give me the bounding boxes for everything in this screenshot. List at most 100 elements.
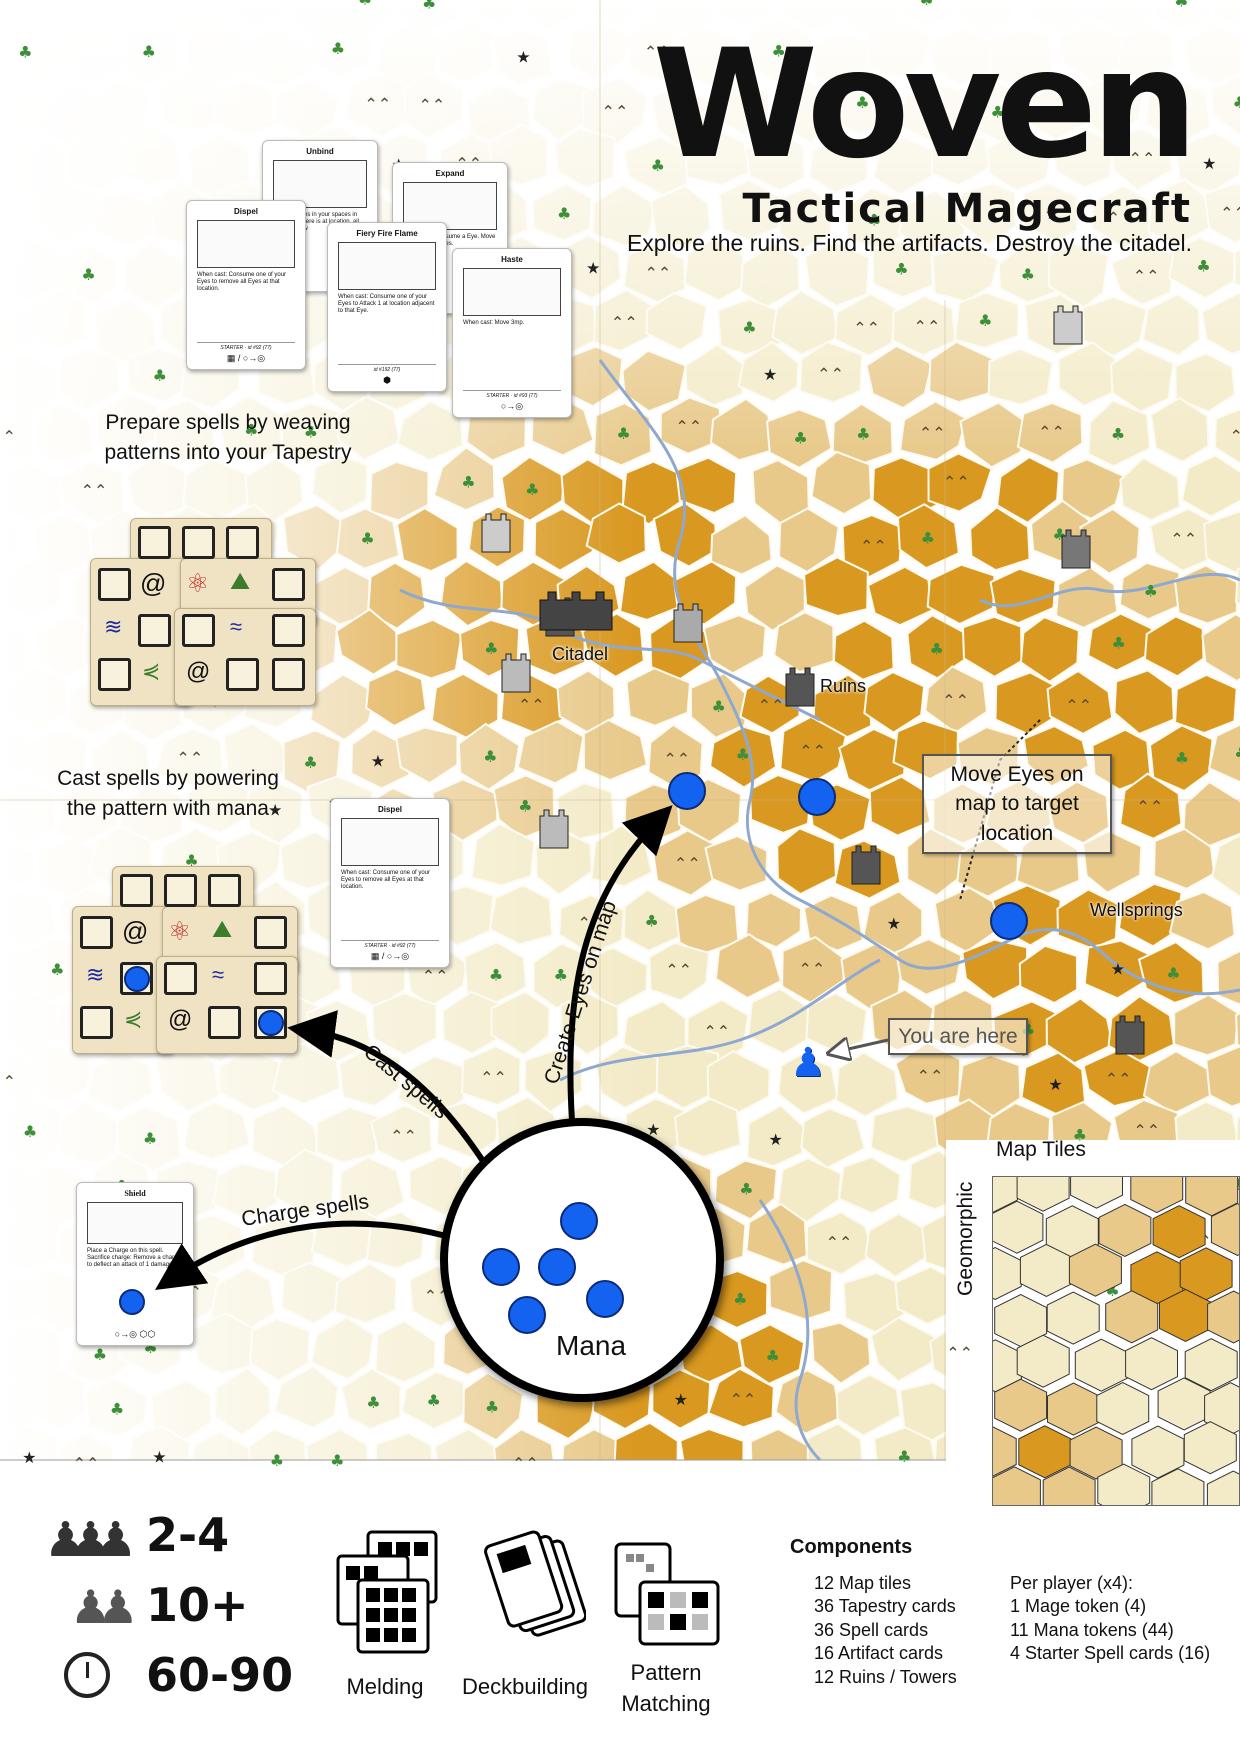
- mountain-icon: ⌃⌃: [1220, 203, 1240, 222]
- tile-cell: [992, 1425, 1017, 1478]
- pattern-slot: [226, 526, 259, 559]
- forest-icon: ♣: [1073, 1126, 1087, 1145]
- map-cell: [776, 827, 837, 896]
- map-cell: [863, 670, 926, 734]
- card-text: Place a Charge on this spell. Sacrifice …: [87, 1248, 181, 1269]
- map-cell: [835, 1373, 902, 1437]
- mountain-icon: ⌃⌃: [853, 318, 880, 337]
- pattern-slot: [98, 658, 131, 691]
- mountain-icon: ⌃⌃: [826, 1233, 853, 1252]
- mountain-icon: ⌃⌃: [611, 313, 638, 332]
- game-subtitle: Tactical Magecraft: [742, 186, 1192, 232]
- eye-token: [798, 778, 836, 816]
- callout-move-eyes: Move Eyes on map to target location: [922, 754, 1112, 855]
- forest-icon: ♣: [304, 423, 318, 442]
- forest-icon: ♣: [894, 259, 908, 278]
- star-icon: ★: [22, 1448, 36, 1467]
- forest-icon: ♣: [366, 1393, 380, 1412]
- map-cell: [1235, 567, 1240, 606]
- card-footer: id #192 (77): [338, 364, 436, 373]
- mountain-icon: ⌃⌃: [817, 364, 844, 383]
- pattern-matching-icon: [614, 1542, 720, 1646]
- mountain-icon: ⌃⌃: [758, 696, 785, 715]
- map-cell: [781, 935, 845, 1004]
- tile-cell: [1016, 1334, 1070, 1388]
- eye-token: [990, 902, 1028, 940]
- mountain-icon: ⌃⌃: [1065, 696, 1092, 715]
- players-icon: ♟♟♟: [44, 1514, 137, 1567]
- melding-icon: [336, 1530, 438, 1654]
- tile-cell: [1151, 1468, 1205, 1506]
- triquetra-glyph-icon: ⚛: [186, 568, 210, 598]
- map-cell: [1119, 456, 1181, 522]
- forest-icon: ♣: [930, 640, 944, 659]
- forest-icon: ♣: [1175, 748, 1189, 767]
- map-cell: [927, 452, 993, 513]
- river: [559, 958, 881, 1082]
- deckbuilding-icon: [484, 1530, 586, 1637]
- forest-icon: ♣: [489, 965, 503, 984]
- water-glyph-icon: ≋: [86, 962, 105, 987]
- spiral-glyph-icon: @: [168, 1006, 193, 1033]
- geomorphic-label: Geomorphic: [954, 1181, 977, 1296]
- forest-icon: ♣: [616, 424, 630, 443]
- map-cell: [777, 1053, 840, 1115]
- wind-glyph-icon: ≈: [230, 614, 243, 639]
- tile-cell: [1206, 1470, 1240, 1506]
- star-icon: ★: [769, 1130, 783, 1149]
- forest-icon: ♣: [331, 39, 345, 58]
- mana-token: [586, 1280, 624, 1318]
- star-icon: ★: [516, 48, 530, 67]
- card-title: Haste: [501, 255, 523, 264]
- component-item: 16 Artifact cards: [814, 1643, 944, 1664]
- card-footer: STARTER · id #92 (77): [197, 342, 295, 351]
- mountain-icon: ⌃⌃: [480, 1068, 507, 1087]
- component-item: Per player (x4):: [1010, 1573, 1134, 1593]
- forest-icon: ♣: [1144, 581, 1158, 600]
- card-text: When cast: Consume one of your Eyes to A…: [338, 294, 435, 315]
- arrow-create-eyes: [567, 805, 673, 1161]
- caption-cast: Cast spells by powering the pattern with…: [57, 767, 279, 821]
- spiral-glyph-icon: @: [140, 568, 167, 598]
- tower-icon: [539, 809, 569, 849]
- river: [399, 588, 821, 722]
- tower-icon: [1061, 529, 1091, 569]
- play-time: 60-90: [146, 1648, 294, 1702]
- mechanic-deckbuilding: Deckbuilding: [462, 1674, 588, 1699]
- water-glyph-icon: ≋: [104, 614, 123, 639]
- mana-label: Mana: [556, 1330, 627, 1361]
- tile-cell: [992, 1466, 1041, 1506]
- timer-hand-icon: [86, 1662, 89, 1678]
- card-title: Unbind: [306, 147, 334, 156]
- forest-icon: ♣: [143, 1129, 157, 1148]
- component-item: 12 Map tiles: [814, 1573, 912, 1593]
- map-cell: [1118, 561, 1181, 621]
- card-footer: STARTER · id #93 (77): [463, 390, 561, 399]
- map-cell: [709, 513, 773, 576]
- star-icon: ★: [887, 914, 901, 933]
- map-cell: [768, 1259, 834, 1321]
- card-pattern: [338, 242, 436, 290]
- forest-icon: ♣: [50, 960, 64, 979]
- forest-icon: ♣: [270, 1451, 284, 1470]
- map-cell: [709, 725, 778, 789]
- spiral-glyph-icon: @: [122, 916, 149, 946]
- component-item: 36 Spell cards: [814, 1619, 929, 1640]
- map-cell: [707, 1367, 775, 1429]
- mountain-icon: ⌃⌃: [914, 317, 941, 336]
- wind-glyph-icon: ≈: [212, 962, 225, 987]
- map-cell: [1117, 882, 1183, 948]
- forest-icon: ♣: [142, 42, 156, 61]
- forest-icon: ♣: [733, 1290, 747, 1309]
- arrow-cast-spells: [287, 1010, 498, 1182]
- tile-cell: [1018, 1425, 1072, 1479]
- map-cell: [1173, 993, 1239, 1057]
- tile-cell: [1070, 1176, 1123, 1209]
- card-text: When cast: Move 3mp.: [463, 320, 525, 326]
- map-cell: [1148, 724, 1214, 793]
- tile-cell: [1210, 1202, 1240, 1257]
- eye-token: [668, 772, 706, 810]
- card-cost-icon: ○→◎: [500, 401, 524, 411]
- mountain-icon: ⌃⌃: [946, 1344, 973, 1363]
